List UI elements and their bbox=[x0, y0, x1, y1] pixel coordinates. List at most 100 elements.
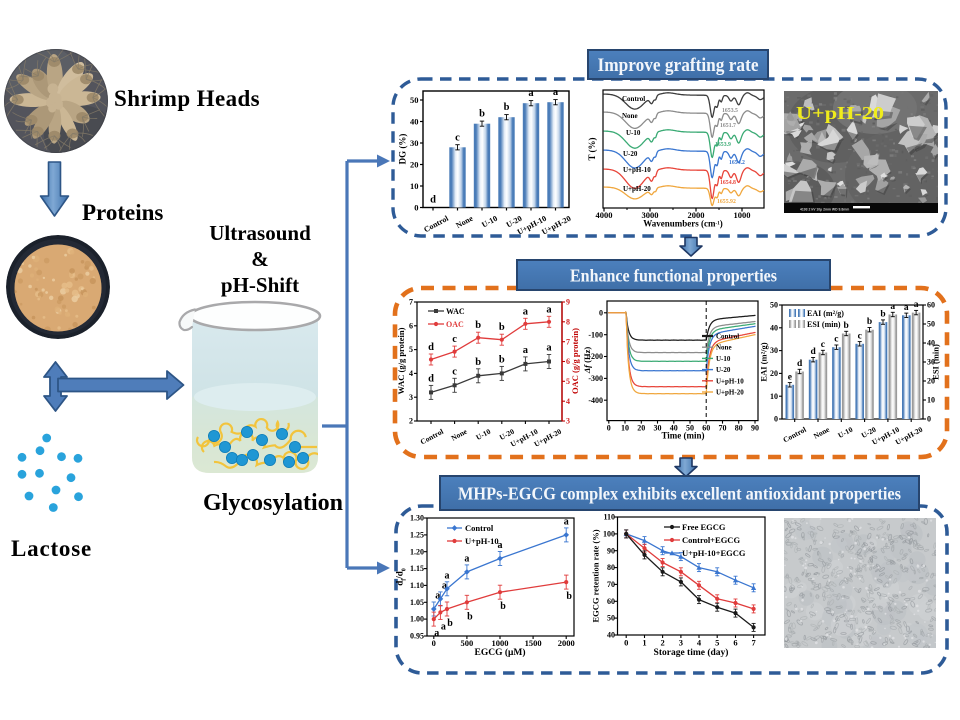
svg-text:b: b bbox=[447, 618, 453, 629]
svg-text:Control: Control bbox=[419, 427, 445, 447]
svg-text:20: 20 bbox=[770, 369, 778, 378]
svg-text:6: 6 bbox=[409, 321, 413, 330]
svg-text:d: d bbox=[428, 373, 434, 384]
svg-text:a: a bbox=[553, 87, 559, 98]
svg-text:50: 50 bbox=[410, 95, 419, 105]
svg-text:0: 0 bbox=[607, 424, 611, 433]
svg-text:c: c bbox=[452, 366, 457, 377]
svg-text:Enhance functional properties: Enhance functional properties bbox=[570, 265, 777, 285]
svg-text:0: 0 bbox=[432, 638, 436, 648]
svg-text:e: e bbox=[788, 372, 792, 382]
svg-text:1000: 1000 bbox=[734, 210, 751, 220]
svg-text:a: a bbox=[442, 580, 447, 591]
svg-text:1.20: 1.20 bbox=[410, 547, 424, 556]
svg-text:U-10: U-10 bbox=[480, 214, 499, 230]
svg-text:500: 500 bbox=[461, 638, 474, 648]
svg-text:3000: 3000 bbox=[642, 210, 659, 220]
svg-text:OAC (g/g protein): OAC (g/g protein) bbox=[570, 328, 580, 394]
svg-text:Ultrasound: Ultrasound bbox=[209, 221, 311, 245]
svg-text:Control: Control bbox=[716, 333, 739, 341]
svg-text:U+pH-10: U+pH-10 bbox=[716, 377, 744, 385]
svg-text:a: a bbox=[435, 591, 440, 602]
svg-text:6: 6 bbox=[566, 357, 570, 366]
svg-text:d: d bbox=[810, 347, 816, 357]
svg-text:T (%): T (%) bbox=[587, 137, 597, 160]
svg-text:80: 80 bbox=[735, 424, 743, 433]
svg-text:0: 0 bbox=[774, 415, 778, 424]
svg-text:110: 110 bbox=[603, 513, 615, 522]
svg-text:50: 50 bbox=[686, 424, 694, 433]
svg-text:1000: 1000 bbox=[492, 638, 509, 648]
svg-text:U-10: U-10 bbox=[474, 427, 492, 442]
svg-text:70: 70 bbox=[607, 580, 615, 589]
svg-text:d: d bbox=[428, 342, 434, 353]
svg-text:1.15: 1.15 bbox=[410, 564, 424, 573]
svg-text:d: d bbox=[797, 359, 803, 369]
svg-text:Free EGCG: Free EGCG bbox=[682, 522, 726, 532]
svg-text:b: b bbox=[475, 320, 481, 331]
svg-text:b: b bbox=[499, 322, 505, 333]
svg-text:None: None bbox=[455, 214, 475, 231]
svg-text:30: 30 bbox=[654, 424, 662, 433]
svg-text:a: a bbox=[528, 88, 534, 99]
svg-text:a: a bbox=[464, 553, 469, 564]
svg-text:WAC: WAC bbox=[446, 307, 465, 316]
svg-text:d: d bbox=[430, 195, 436, 206]
svg-text:b: b bbox=[844, 321, 849, 331]
svg-text:1653.5: 1653.5 bbox=[722, 108, 738, 114]
svg-text:c: c bbox=[834, 335, 838, 345]
svg-text:c: c bbox=[452, 334, 457, 345]
svg-text:1654.8: 1654.8 bbox=[720, 180, 736, 186]
svg-text:1.30: 1.30 bbox=[410, 514, 424, 523]
svg-text:None: None bbox=[716, 344, 732, 352]
svg-text:50: 50 bbox=[927, 320, 935, 329]
svg-text:Storage time (day): Storage time (day) bbox=[654, 647, 729, 658]
svg-text:U+pH-20: U+pH-20 bbox=[532, 427, 563, 449]
svg-text:10: 10 bbox=[621, 424, 629, 433]
svg-text:b: b bbox=[467, 611, 473, 622]
svg-text:a: a bbox=[904, 303, 909, 313]
svg-text:1: 1 bbox=[642, 638, 646, 648]
svg-text:0.95: 0.95 bbox=[410, 632, 424, 641]
svg-text:b: b bbox=[499, 354, 505, 365]
svg-text:ESI (min): ESI (min) bbox=[807, 320, 841, 329]
svg-text:&: & bbox=[251, 247, 269, 271]
svg-text:MHPs-EGCG complex exhibits exc: MHPs-EGCG complex exhibits excellent ant… bbox=[458, 483, 901, 503]
svg-text:b: b bbox=[475, 357, 481, 368]
svg-text:df/d0: df/d0 bbox=[395, 568, 408, 586]
svg-text:c: c bbox=[821, 340, 825, 350]
svg-text:2: 2 bbox=[409, 417, 413, 426]
svg-text:1654.2: 1654.2 bbox=[729, 160, 745, 166]
svg-text:4: 4 bbox=[566, 397, 570, 406]
svg-text:20: 20 bbox=[410, 159, 419, 169]
svg-text:a: a bbox=[890, 302, 895, 312]
svg-text:U+pH-20: U+pH-20 bbox=[796, 103, 884, 123]
svg-text:Time (min): Time (min) bbox=[661, 431, 704, 441]
svg-text:Wavenumbers (cm-1): Wavenumbers (cm-1) bbox=[643, 219, 722, 229]
svg-text:6: 6 bbox=[733, 638, 737, 648]
svg-text:4000: 4000 bbox=[596, 210, 613, 220]
svg-text:1.25: 1.25 bbox=[410, 531, 424, 540]
svg-text:b: b bbox=[867, 317, 872, 327]
svg-text:7: 7 bbox=[751, 638, 756, 648]
svg-text:a: a bbox=[546, 304, 552, 315]
svg-text:a: a bbox=[564, 516, 569, 527]
svg-text:7: 7 bbox=[409, 298, 413, 307]
svg-text:7: 7 bbox=[566, 337, 570, 346]
svg-text:a: a bbox=[914, 300, 919, 310]
svg-text:EAI (m2/g): EAI (m2/g) bbox=[807, 309, 844, 318]
svg-text:U-20: U-20 bbox=[716, 366, 731, 374]
svg-text:b: b bbox=[504, 102, 510, 113]
svg-text:5: 5 bbox=[715, 638, 719, 648]
svg-text:10: 10 bbox=[770, 392, 778, 401]
svg-text:-100: -100 bbox=[588, 330, 603, 339]
svg-text:1.00: 1.00 bbox=[410, 615, 424, 624]
svg-text:a: a bbox=[498, 540, 503, 551]
svg-text:30: 30 bbox=[410, 138, 419, 148]
svg-text:a: a bbox=[523, 306, 529, 317]
svg-text:EGCG (μM): EGCG (μM) bbox=[474, 647, 525, 658]
svg-text:Improve grafting rate: Improve grafting rate bbox=[598, 55, 759, 76]
svg-text:1653.9: 1653.9 bbox=[715, 142, 731, 148]
svg-text:b: b bbox=[500, 601, 506, 612]
svg-text:50: 50 bbox=[770, 301, 778, 310]
